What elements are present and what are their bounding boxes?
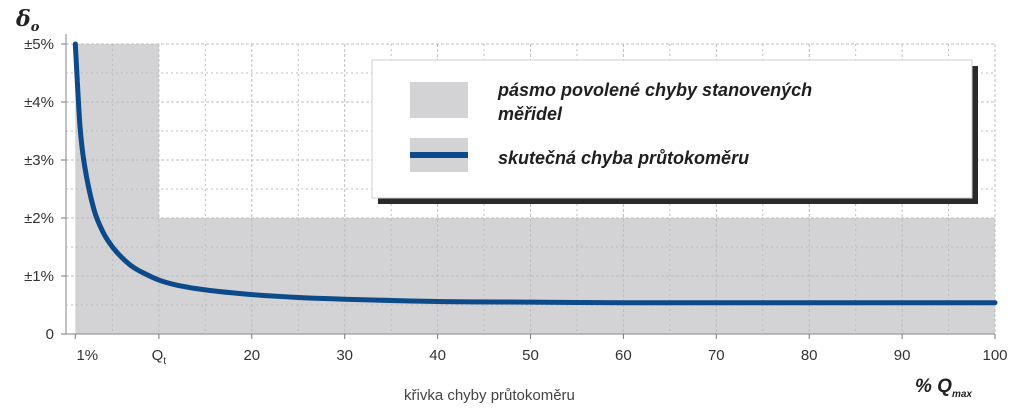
x-tick-label: 1% — [76, 347, 98, 364]
legend: pásmo povolené chyby stanovených měřidel… — [371, 59, 978, 204]
x-axis-unit-main: % Q — [915, 376, 952, 397]
x-axis-label: křivka chyby průtokoměru — [404, 387, 575, 404]
x-tick-label: 40 — [429, 347, 446, 364]
x-tick-label: 70 — [708, 347, 725, 364]
series — [72, 41, 998, 306]
y-tick-label: ±3% — [24, 152, 54, 169]
x-axis-unit-sub: max — [952, 389, 972, 400]
legend-line-label: skutečná chyba průtokoměru — [498, 148, 749, 168]
legend-band-label-line1: pásmo povolené chyby stanovených — [497, 80, 812, 100]
x-tick-label: 50 — [522, 347, 539, 364]
x-tick-label-sub: t — [163, 356, 166, 367]
x-tick-label: Qt — [152, 347, 167, 367]
y-tick-label: ±2% — [24, 210, 54, 227]
x-tick-label: 80 — [801, 347, 818, 364]
y-tick-label: ±1% — [24, 268, 54, 285]
x-tick-label: 100 — [982, 347, 1007, 364]
y-axis-label: δo — [15, 6, 40, 35]
y-axis-label-sub: o — [31, 20, 40, 35]
y-tick-label: ±4% — [24, 94, 54, 111]
y-tick-label: ±5% — [24, 36, 54, 53]
x-tick-label: 60 — [615, 347, 632, 364]
y-tick-label: 0 — [46, 326, 54, 343]
axes: 0 ±1% ±2% ±3% ±4% ±5% 1% Qt 20 30 40 50 60 70 80 90 100 — [24, 34, 1008, 367]
x-axis-unit: % Qmax — [915, 376, 972, 400]
x-tick-label: 30 — [336, 347, 353, 364]
legend-box — [371, 59, 973, 199]
legend-band-swatch — [410, 82, 468, 118]
legend-band-label-line2: měřidel — [498, 104, 563, 124]
y-axis-label-main: δ — [15, 6, 31, 32]
x-tick-label: 20 — [243, 347, 260, 364]
x-tick-label: 90 — [894, 347, 911, 364]
